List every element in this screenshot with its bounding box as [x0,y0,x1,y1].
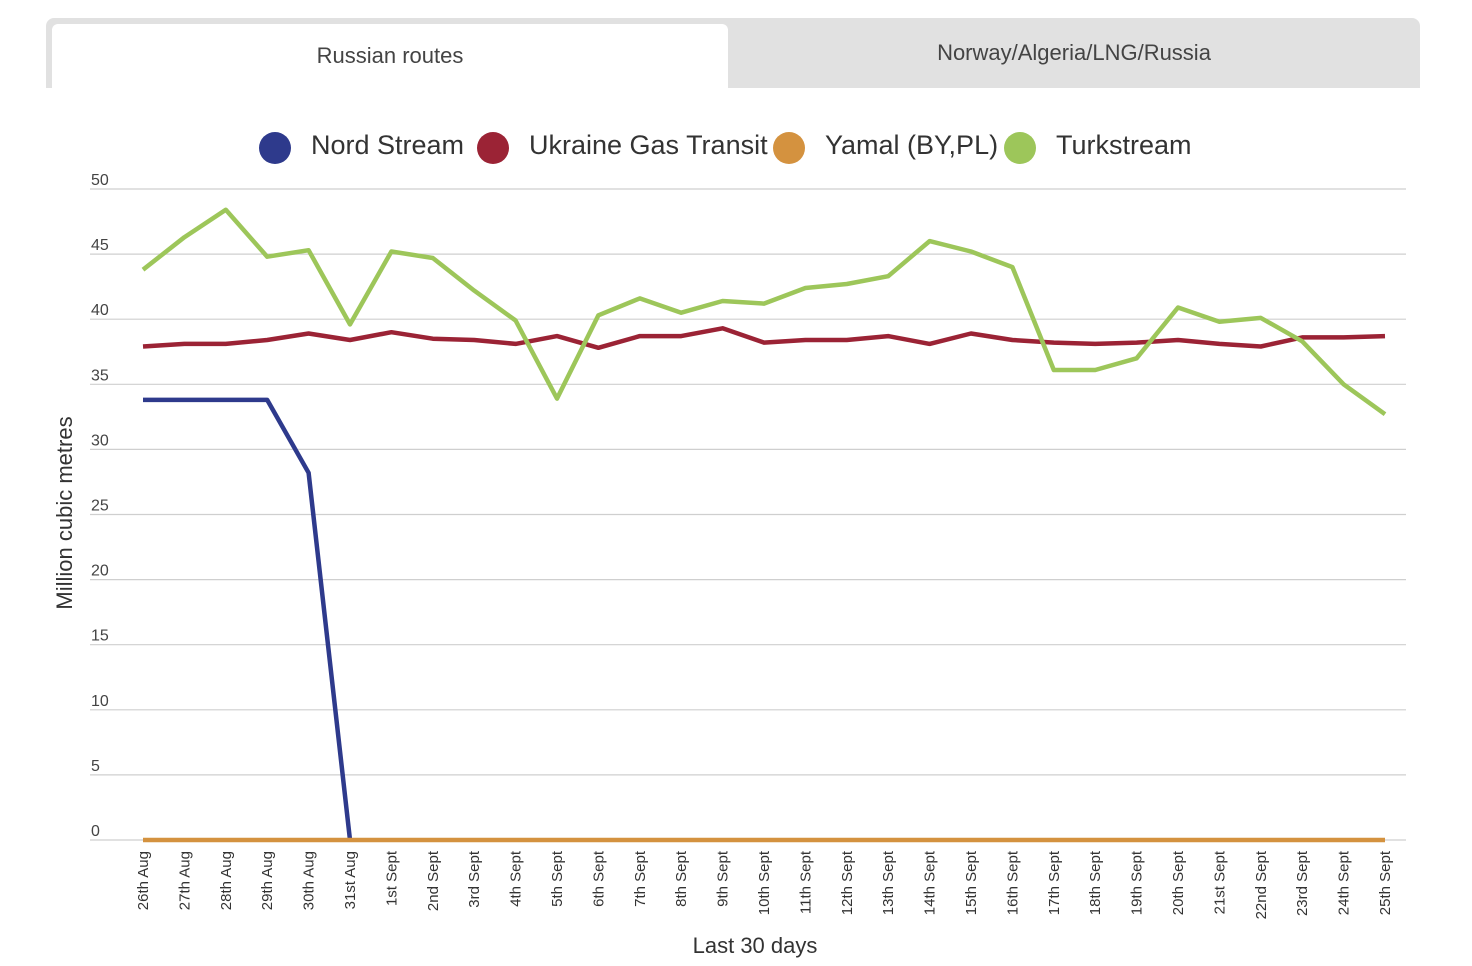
x-tick-label: 5th Sept [549,850,566,907]
y-axis-ticks: 0 5 10 15 20 25 30 35 40 45 50 [91,172,109,840]
x-tick-label: 15th Sept [963,850,980,915]
x-tick-label: 29th Aug [259,851,276,910]
x-tick-label: 1st Sept [383,850,400,906]
gridlines [90,188,1406,841]
legend-swatch [1004,132,1036,164]
x-tick-label: 19th Sept [1129,850,1146,915]
y-tick-label: 15 [91,628,109,645]
x-tick-label: 14th Sept [922,850,939,915]
tab-bar: Russian routes Norway/Algeria/LNG/Russia [46,18,1420,88]
x-tick-label: 20th Sept [1170,850,1187,915]
x-tick-label: 17th Sept [1046,850,1063,915]
x-tick-label: 3rd Sept [466,850,483,908]
x-tick-label: 18th Sept [1087,850,1104,915]
y-tick-label: 20 [91,563,109,580]
x-tick-label: 31st Aug [342,851,359,909]
x-tick-label: 26th Aug [135,851,152,910]
x-tick-label: 12th Sept [839,850,856,915]
y-tick-label: 30 [91,432,109,449]
x-tick-label: 22nd Sept [1253,850,1270,919]
series-lines [141,207,1387,843]
y-tick-label: 5 [91,758,100,775]
series-line-turkstream [141,207,1387,417]
y-tick-label: 50 [91,172,109,189]
x-tick-label: 2nd Sept [425,850,442,911]
legend-item-turkstream[interactable]: Turkstream [1004,130,1192,164]
series-line-nord-stream [143,397,353,841]
legend-label: Ukraine Gas Transit [529,130,768,160]
x-tick-label: 10th Sept [756,850,773,915]
legend: Nord Stream Ukraine Gas Transit Yamal (BY,… [259,130,1192,164]
x-tick-label: 8th Sept [673,850,690,907]
legend-swatch [477,132,509,164]
x-tick-label: 27th Aug [176,851,193,910]
legend-item-yamal-by-pl[interactable]: Yamal (BY,PL) [773,130,998,164]
x-tick-label: 16th Sept [1004,850,1021,915]
x-tick-label: 9th Sept [715,850,732,907]
tab-russian-routes[interactable]: Russian routes [52,24,728,88]
x-tick-label: 24th Sept [1336,850,1353,915]
x-tick-label: 21st Sept [1211,850,1228,914]
legend-item-nord-stream[interactable]: Nord Stream [259,130,464,164]
legend-label: Turkstream [1056,130,1192,160]
legend-swatch [773,132,805,164]
x-tick-label: 25th Sept [1377,850,1394,915]
legend-label: Yamal (BY,PL) [825,130,998,160]
y-tick-label: 45 [91,237,109,254]
x-tick-label: 6th Sept [590,850,607,907]
x-tick-label: 7th Sept [632,850,649,907]
tab-norway-algeria-lng-russia[interactable]: Norway/Algeria/LNG/Russia [937,40,1211,65]
legend-item-ukraine-gas-transit[interactable]: Ukraine Gas Transit [477,130,768,164]
x-axis-title: Last 30 days [693,933,818,958]
legend-label: Nord Stream [311,130,464,160]
y-tick-label: 0 [91,823,100,840]
legend-swatch [259,132,291,164]
y-axis-title: Million cubic metres [52,416,77,609]
x-tick-label: 28th Aug [218,851,235,910]
x-axis-ticks: 26th Aug 27th Aug 28th Aug 29th Aug 30th Aug… [135,850,1394,919]
x-tick-label: 23rd Sept [1294,850,1311,916]
series-line-ukraine-gas-transit [142,326,1386,351]
y-tick-label: 35 [91,367,109,384]
x-tick-label: 13th Sept [880,850,897,915]
x-tick-label: 4th Sept [508,850,525,907]
y-tick-label: 10 [91,693,109,710]
y-tick-label: 40 [91,302,109,319]
x-tick-label: 30th Aug [301,851,318,910]
y-tick-label: 25 [91,498,109,515]
x-tick-label: 11th Sept [797,850,814,914]
